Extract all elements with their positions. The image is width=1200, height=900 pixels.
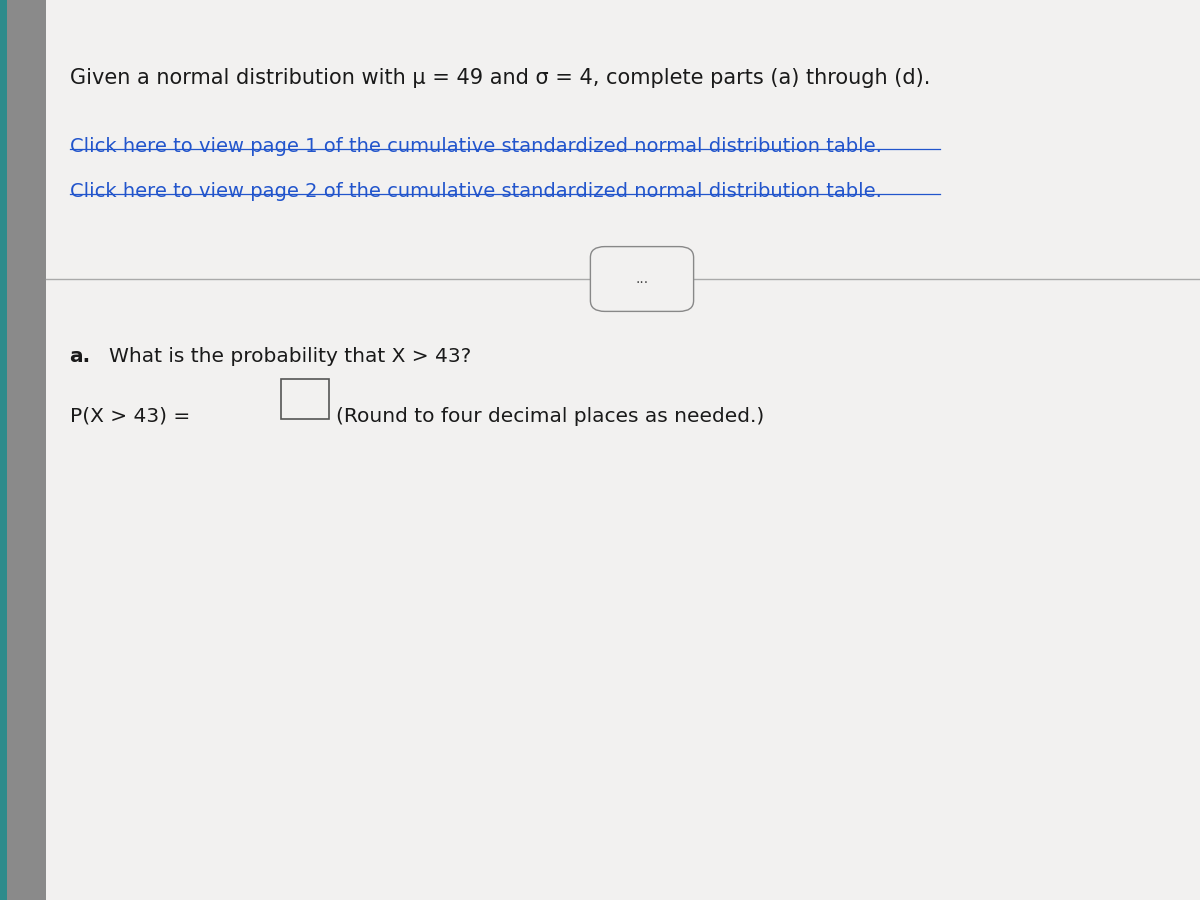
- Text: Click here to view page 1 of the cumulative standardized normal distribution tab: Click here to view page 1 of the cumulat…: [70, 137, 882, 156]
- Text: a.: a.: [70, 346, 91, 365]
- FancyBboxPatch shape: [46, 0, 1200, 900]
- FancyBboxPatch shape: [281, 379, 329, 418]
- Text: ...: ...: [636, 272, 648, 286]
- FancyBboxPatch shape: [590, 247, 694, 311]
- Text: Click here to view page 2 of the cumulative standardized normal distribution tab: Click here to view page 2 of the cumulat…: [70, 182, 882, 201]
- FancyBboxPatch shape: [0, 0, 46, 900]
- Text: P(X > 43) =: P(X > 43) =: [70, 407, 190, 426]
- Text: Given a normal distribution with μ = 49 and σ = 4, complete parts (a) through (d: Given a normal distribution with μ = 49 …: [70, 68, 930, 87]
- Text: What is the probability that X > 43?: What is the probability that X > 43?: [109, 346, 472, 365]
- Text: (Round to four decimal places as needed.): (Round to four decimal places as needed.…: [336, 407, 764, 426]
- FancyBboxPatch shape: [0, 0, 7, 900]
